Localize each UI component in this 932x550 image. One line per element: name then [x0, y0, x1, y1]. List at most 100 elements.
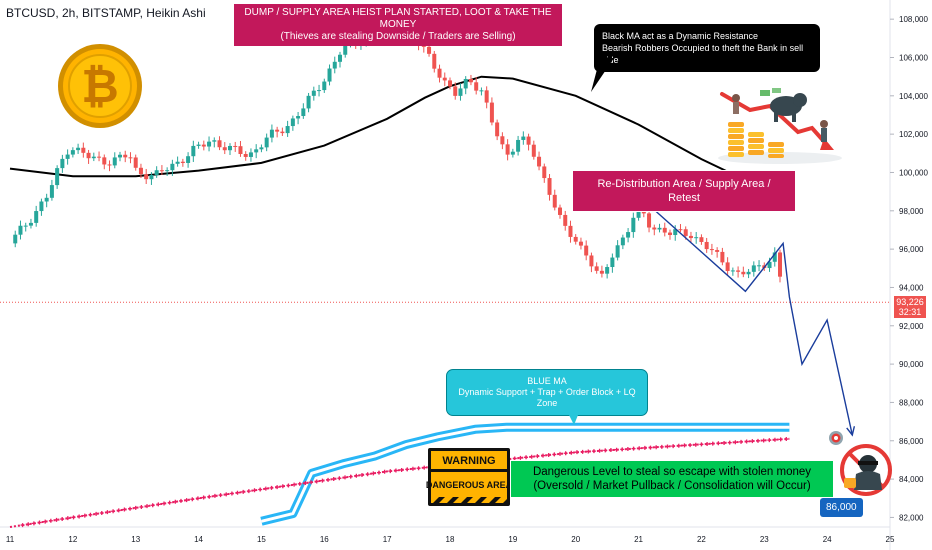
candle-body	[175, 161, 180, 164]
pink-ma-marker	[128, 506, 133, 511]
pink-ma-marker	[682, 443, 687, 448]
bear-market-illustration-icon	[718, 88, 842, 164]
pink-ma-marker	[116, 508, 121, 513]
candle-body	[102, 157, 107, 165]
candle-body	[505, 144, 510, 155]
pink-ma-marker	[26, 522, 31, 527]
pink-ma-marker	[235, 490, 240, 495]
pink-ma-marker	[569, 450, 574, 455]
candle-body	[128, 157, 133, 159]
pink-ma-marker	[705, 442, 710, 447]
pink-ma-marker	[43, 519, 48, 524]
x-tick-label: 21	[634, 535, 643, 544]
candle-body	[285, 126, 290, 134]
pink-ma-marker	[122, 507, 127, 512]
warning-sign-bottom: DANGEROUS AREA	[426, 480, 513, 490]
pink-ma-marker	[716, 441, 721, 446]
candle-body	[123, 154, 128, 158]
y-tick-label: 94,000	[899, 283, 924, 292]
candle-body	[248, 152, 253, 157]
pink-ma-marker	[150, 503, 155, 508]
black-ma-line2: Bearish Robbers Occupied to theft the Ba…	[602, 43, 804, 65]
pink-ma-marker	[393, 468, 398, 473]
candle-body	[159, 170, 164, 172]
danger-line1: Dangerous Level to steal so escape with …	[532, 466, 812, 478]
pink-ma-marker	[292, 482, 297, 487]
candle-body	[432, 53, 437, 69]
candle-body	[280, 131, 285, 134]
black-ma-line1: Black MA act as a Dynamic Resistance	[602, 31, 759, 41]
candle-body	[626, 232, 631, 238]
candle-body	[542, 166, 547, 179]
candle-body	[584, 245, 589, 256]
candle-body	[275, 129, 280, 132]
candle-body	[578, 241, 583, 246]
pink-ma-marker	[224, 492, 229, 497]
svg-text:₿: ₿	[81, 60, 119, 112]
x-tick-label: 24	[823, 535, 832, 544]
pink-ma-marker	[71, 515, 76, 520]
blue-ma-line-core	[261, 425, 790, 523]
candle-body	[500, 136, 505, 145]
x-tick-label: 16	[320, 535, 329, 544]
candle-body	[228, 145, 232, 151]
candle-body	[668, 232, 672, 236]
candle-body	[683, 229, 688, 236]
pink-ma-marker	[518, 455, 523, 460]
pink-ma-marker	[722, 440, 727, 445]
candle-body	[484, 90, 489, 103]
pink-ma-marker	[671, 444, 676, 449]
candle-body	[778, 252, 782, 277]
pink-ma-marker	[756, 438, 760, 443]
pink-ma-marker	[365, 472, 370, 477]
candle-body	[254, 149, 259, 153]
candle-body	[144, 174, 149, 180]
candle-body	[474, 82, 479, 91]
pink-ma-marker	[48, 518, 53, 523]
candle-body	[589, 255, 594, 267]
candle-body	[709, 249, 714, 251]
candle-body	[720, 251, 725, 263]
pink-ma-marker	[178, 498, 183, 503]
candle-body	[269, 129, 274, 138]
x-tick-label: 13	[131, 535, 140, 544]
candle-body	[91, 156, 96, 159]
pink-ma-marker	[337, 476, 342, 481]
pink-ma-marker	[20, 523, 25, 528]
candle-body	[631, 217, 636, 233]
candle-body	[243, 154, 248, 157]
candle-body	[18, 225, 23, 235]
candle-body	[594, 266, 599, 271]
candle-body	[34, 211, 39, 223]
candle-body	[468, 78, 473, 83]
heist-plan-line1: DUMP / SUPPLY AREA HEIST PLAN STARTED, L…	[244, 7, 552, 30]
pink-ma-marker	[269, 485, 274, 490]
candle-body	[495, 122, 500, 137]
candle-body	[39, 201, 44, 212]
pink-ma-marker	[761, 438, 766, 443]
pink-ma-marker	[654, 445, 659, 450]
pink-ma-marker	[772, 437, 777, 442]
pink-ma-marker	[331, 477, 336, 482]
candle-body	[421, 45, 426, 47]
candle-body	[448, 80, 452, 87]
pink-ma-marker	[133, 505, 138, 510]
candle-body	[558, 207, 562, 215]
pink-ma-marker	[173, 499, 178, 504]
pink-ma-marker	[99, 511, 104, 516]
candle-body	[317, 90, 322, 92]
pink-ma-marker	[546, 453, 551, 458]
candle-body	[107, 164, 112, 166]
candle-body	[521, 136, 526, 140]
candle-body	[259, 147, 264, 150]
pink-ma-marker	[591, 449, 596, 454]
pink-ma-marker	[54, 517, 59, 522]
candle-body	[741, 271, 746, 275]
candle-body	[437, 68, 442, 78]
pink-ma-marker	[201, 495, 206, 500]
candle-body	[767, 261, 772, 269]
pink-ma-marker	[195, 496, 200, 501]
y-tick-label: 106,000	[899, 53, 928, 62]
x-tick-label: 12	[68, 535, 77, 544]
